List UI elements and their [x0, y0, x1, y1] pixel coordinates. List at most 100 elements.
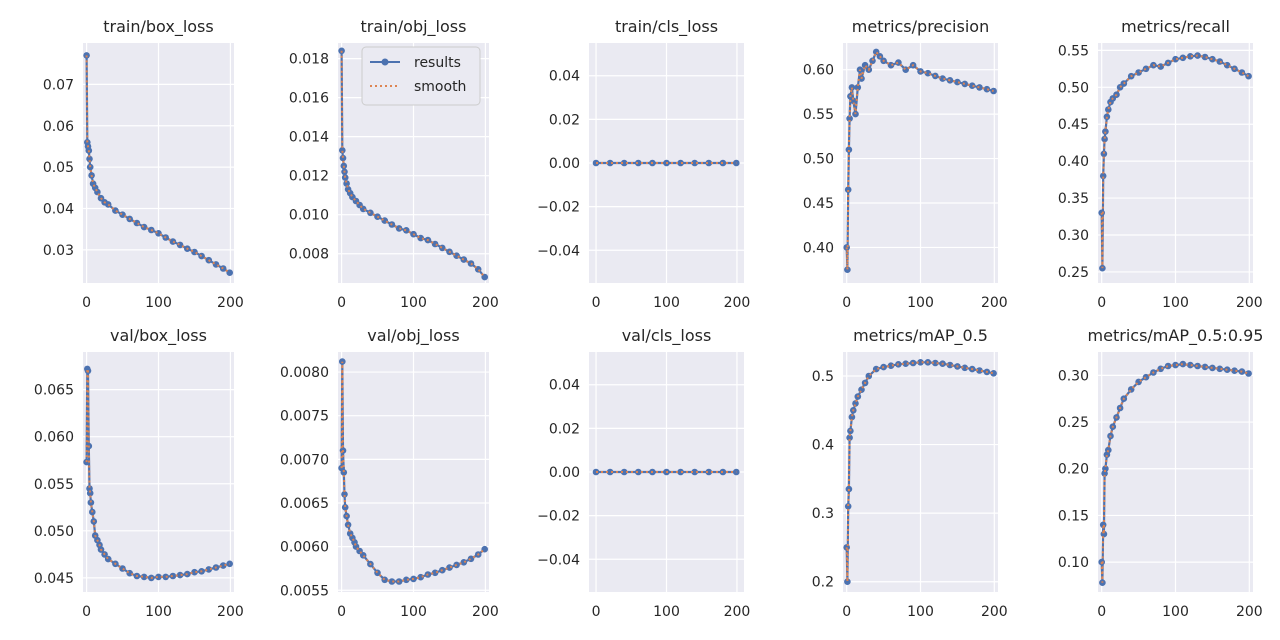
results-point — [635, 468, 642, 476]
results-point — [1201, 363, 1209, 371]
y-tick-label: 0.012 — [289, 169, 329, 185]
results-point — [1216, 58, 1224, 65]
results-point — [341, 504, 349, 511]
x-tick-label: 100 — [145, 295, 172, 311]
results-point — [339, 147, 346, 154]
results-point — [1099, 172, 1107, 180]
results-point — [395, 225, 403, 232]
y-tick-label: 0.50 — [1058, 80, 1089, 96]
x-tick-label: 100 — [400, 295, 427, 311]
y-tick-label: 0.0070 — [280, 452, 329, 468]
results-point — [848, 84, 856, 91]
y-tick-label: 0.00 — [549, 156, 580, 172]
panel-title: val/box_loss — [110, 326, 207, 346]
results-point — [1102, 465, 1109, 473]
results-point — [1187, 361, 1194, 369]
results-point — [705, 468, 713, 476]
legend-results-marker — [381, 58, 389, 66]
x-tick-label: 0 — [82, 604, 91, 620]
y-tick-label: 0.10 — [1058, 555, 1089, 571]
y-tick-label: 0.02 — [549, 112, 580, 128]
results-point — [691, 468, 698, 476]
results-point — [606, 159, 614, 167]
results-point — [83, 52, 90, 59]
panel-title: val/obj_loss — [367, 326, 459, 346]
panel-7: 0 100 200 −0.04 −0.02 0.00 0.02 0.04 val/cls_los… — [537, 326, 750, 620]
results-point — [1172, 361, 1179, 369]
x-tick-label: 200 — [1236, 604, 1263, 620]
results-point — [620, 159, 628, 167]
results-point — [381, 576, 389, 584]
y-tick-label: 0.05 — [43, 160, 74, 176]
results-point — [403, 227, 410, 234]
results-point — [939, 75, 946, 82]
results-point — [343, 180, 350, 187]
results-point — [1216, 365, 1224, 373]
results-point — [844, 186, 852, 193]
legend-smooth-label: smooth — [414, 79, 466, 95]
results-point — [705, 159, 713, 167]
results-point — [86, 489, 94, 497]
x-tick-label: 200 — [1236, 295, 1263, 311]
y-tick-label: −0.02 — [537, 509, 580, 525]
y-tick-label: 0.2 — [812, 575, 834, 591]
results-point — [176, 571, 184, 579]
panel-title: val/cls_loss — [622, 326, 712, 346]
x-tick-label: 100 — [907, 604, 934, 620]
y-tick-label: 0.008 — [289, 247, 329, 263]
panel-title: metrics/mAP_0.5:0.95 — [1088, 326, 1264, 346]
results-point — [169, 572, 177, 580]
x-tick-label: 0 — [842, 295, 851, 311]
y-tick-label: −0.04 — [537, 552, 580, 568]
y-tick-label: 0.55 — [1058, 43, 1089, 59]
results-point — [1209, 55, 1216, 63]
x-tick-label: 200 — [981, 295, 1008, 311]
results-point — [635, 159, 642, 167]
results-point — [976, 367, 983, 374]
y-tick-label: 0.07 — [43, 77, 74, 93]
results-point — [976, 84, 983, 91]
panel-0: 0 100 200 0.03 0.04 0.05 0.06 0.07 train/box_los… — [43, 17, 244, 311]
x-tick-label: 200 — [724, 295, 751, 311]
results-point — [374, 569, 381, 577]
y-tick-label: 0.02 — [549, 421, 580, 437]
smooth-series-line — [1100, 54, 1250, 269]
x-tick-label: 100 — [907, 295, 934, 311]
smooth-series-line — [85, 55, 231, 274]
y-tick-label: 0.0055 — [280, 583, 329, 599]
x-tick-label: 200 — [981, 604, 1008, 620]
results-point — [902, 360, 909, 368]
results-point — [846, 115, 853, 122]
y-tick-label: 0.45 — [803, 196, 834, 212]
results-point — [887, 362, 895, 370]
panel-8: 0 100 200 0.2 0.3 0.4 0.5 metrics/mAP_0.5 — [812, 326, 1008, 620]
y-tick-label: 0.045 — [34, 571, 74, 587]
results-point — [205, 566, 213, 573]
results-point — [954, 78, 961, 86]
x-tick-label: 100 — [653, 295, 680, 311]
x-tick-label: 0 — [1097, 604, 1106, 620]
results-point — [1101, 135, 1108, 143]
x-tick-label: 100 — [1162, 604, 1189, 620]
results-point — [341, 491, 348, 498]
results-point — [388, 578, 396, 585]
y-tick-label: 0.0075 — [280, 409, 329, 425]
results-point — [932, 359, 939, 367]
panel-6: 0 100 200 0.0055 0.0060 0.0065 0.0070 0.0075 0.0… — [280, 326, 499, 620]
results-point — [895, 59, 902, 66]
y-tick-label: 0.50 — [803, 152, 834, 168]
x-tick-label: 200 — [472, 604, 499, 620]
results-point — [1142, 65, 1150, 73]
results-point — [155, 573, 162, 581]
y-tick-label: 0.018 — [289, 52, 329, 68]
results-point — [340, 469, 348, 476]
y-tick-label: 0.060 — [34, 430, 74, 446]
y-tick-label: 0.050 — [34, 524, 74, 540]
x-tick-label: 0 — [842, 604, 851, 620]
results-point — [917, 359, 924, 366]
results-point — [850, 97, 857, 105]
x-tick-label: 0 — [337, 604, 346, 620]
y-tick-label: 0.0060 — [280, 540, 329, 556]
legend: results smooth — [361, 46, 481, 106]
